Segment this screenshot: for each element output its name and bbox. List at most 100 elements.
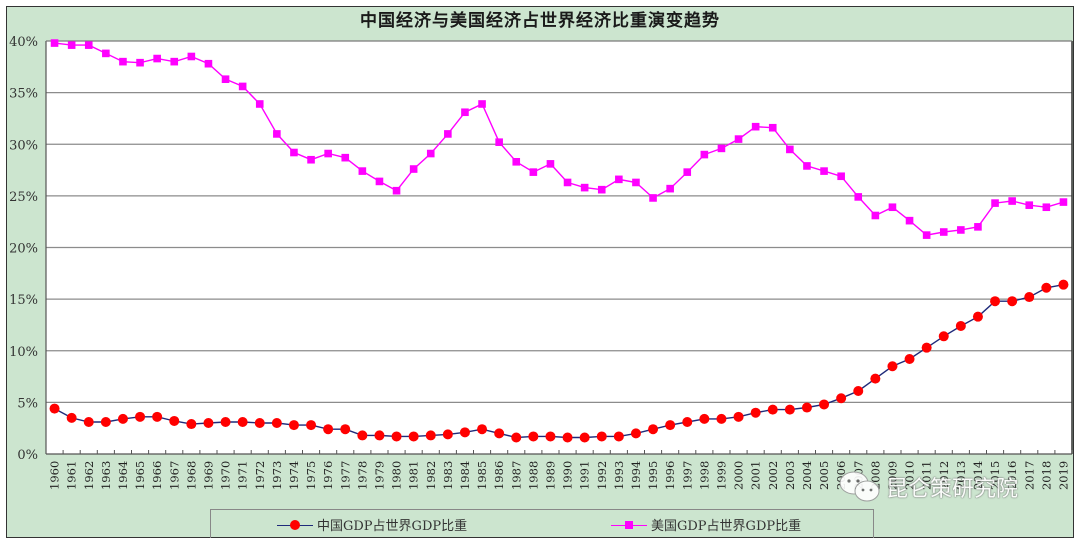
x-tick-label: 2004 [800,461,814,490]
x-tick-label: 2016 [1005,461,1019,490]
watermark-text: 昆仑策研究院 [886,477,1019,502]
square-marker-icon [611,518,647,532]
data-point [391,431,402,442]
x-tick-label: 2018 [1039,461,1053,490]
data-point [870,373,881,384]
data-point [767,404,778,415]
data-point [750,407,761,418]
chart-title: 中国经济与美国经济占世界经济比重演变趋势 [360,11,720,31]
data-point [1007,296,1018,307]
data-point [734,135,743,143]
data-point [939,228,948,236]
data-point [425,430,436,441]
data-point [1008,197,1016,205]
data-point [768,123,777,132]
data-point [461,108,469,117]
data-point [803,162,811,170]
data-point [974,223,982,231]
y-tick-label: 5% [17,396,38,411]
x-tick-label: 1969 [201,461,215,490]
x-tick-label: 2011 [920,461,934,490]
data-point [255,100,264,108]
x-tick-label: 1999 [714,461,728,490]
x-tick-label: 1979 [372,461,386,490]
x-tick-label: 1968 [184,461,198,490]
data-point [102,49,110,58]
data-point [323,424,334,435]
data-point [254,418,265,429]
data-point [597,185,606,194]
data-point [392,186,401,195]
data-point [374,430,385,441]
data-point [340,424,351,435]
data-point [136,58,144,67]
data-point [271,418,282,429]
data-point [306,420,317,431]
data-point [957,226,965,234]
y-tick-label: 0% [17,448,38,463]
circle-marker-icon [277,518,313,532]
x-tick-label: 1993 [612,461,626,490]
data-point [1025,201,1034,209]
data-point [648,424,659,435]
data-point [152,411,163,422]
x-tick-label: 1992 [595,461,609,490]
data-point [135,411,146,422]
data-point [666,184,674,193]
data-point [117,413,128,424]
data-point [990,296,1001,307]
data-point [853,386,864,397]
x-tick-label: 2001 [749,461,763,490]
data-point [442,429,453,440]
data-point [837,172,845,181]
x-tick-label: 1960 [48,461,62,490]
data-point [871,211,880,220]
x-tick-label: 1985 [475,461,489,490]
x-tick-label: 1976 [321,461,335,490]
x-tick-label: 2005 [817,461,831,490]
data-point [820,167,828,175]
legend-label-us: 美国GDP占世界GDP比重 [651,519,802,534]
data-point [170,57,179,66]
data-point [972,311,983,322]
legend-label-china: 中国GDP占世界GDP比重 [317,519,468,534]
x-tick-label: 1965 [133,461,147,490]
data-point [477,424,488,435]
wechat-icon [839,471,880,502]
data-point [579,432,590,443]
data-point [854,193,863,201]
x-tick-label: 1975 [304,461,318,490]
data-point [529,168,538,176]
data-point [632,178,640,187]
x-tick-label: 2003 [783,461,797,490]
data-point [495,138,503,146]
data-point [290,148,298,157]
x-tick-label: 1991 [578,461,592,490]
x-tick-label: 1978 [355,461,369,490]
data-point [819,399,830,410]
data-point [273,130,281,138]
data-point [733,411,744,422]
series-us [50,39,1068,239]
data-point [1058,279,1069,290]
watermark: 昆仑策研究院 [838,470,1018,504]
data-point [921,342,932,353]
y-tick-label: 10% [9,345,38,360]
data-point [426,149,435,158]
x-tick-label: 2017 [1022,461,1036,490]
data-point [341,153,350,162]
data-point [444,130,452,138]
data-point [836,393,847,404]
x-tick-label: 1982 [424,461,438,490]
x-tick-label: 2019 [1056,461,1070,490]
x-tick-label: 1977 [338,461,352,490]
x-tick-label: 1970 [219,461,233,490]
data-point [888,203,897,212]
data-point [786,145,794,154]
x-tick-label: 1964 [116,461,130,490]
data-point [100,416,111,427]
data-point [237,416,248,427]
data-point [716,413,727,424]
x-tick-label: 1990 [561,461,575,490]
series-china [49,279,1069,443]
